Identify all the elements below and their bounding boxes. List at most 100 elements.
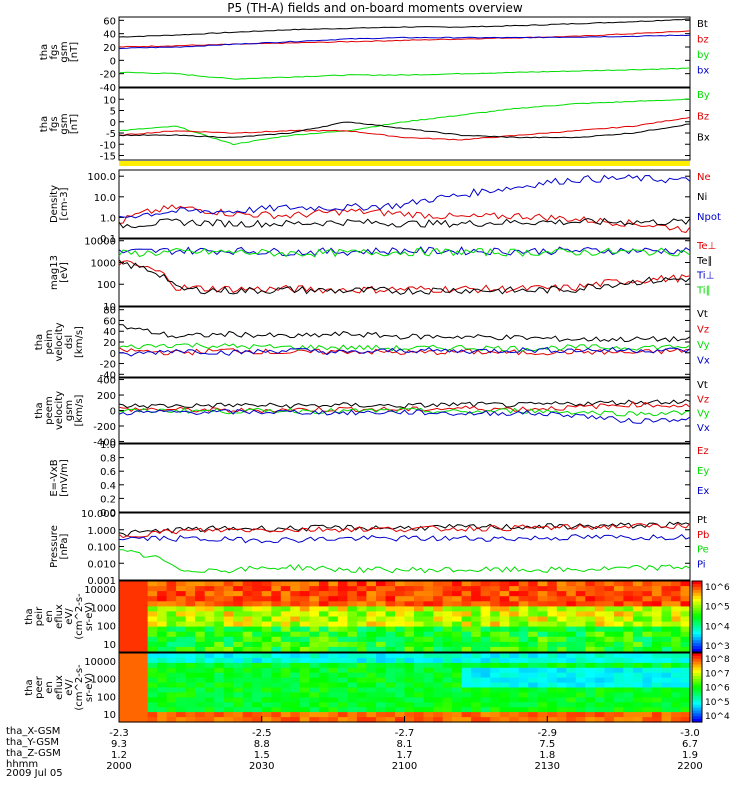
heat-cell-9 bbox=[119, 712, 130, 718]
heat-cell-9 bbox=[166, 702, 177, 708]
heat-cell-9 bbox=[433, 662, 444, 669]
heat-cell-8 bbox=[309, 596, 320, 602]
heat-cell-8 bbox=[423, 641, 434, 648]
heat-cell-9 bbox=[585, 667, 596, 674]
heat-cell-9 bbox=[585, 653, 596, 659]
heat-cell-9 bbox=[385, 653, 396, 659]
heat-cell-9 bbox=[566, 712, 577, 718]
heat-cell-9 bbox=[661, 712, 672, 718]
heat-cell-9 bbox=[594, 682, 605, 689]
heat-cell-8 bbox=[395, 601, 406, 607]
heat-cell-9 bbox=[309, 717, 320, 723]
heat-cell-9 bbox=[157, 682, 168, 689]
heat-cell-9 bbox=[138, 682, 149, 689]
heat-cell-8 bbox=[651, 626, 662, 633]
heat-cell-9 bbox=[604, 697, 615, 703]
ylabel-line-8-3: eflux bbox=[54, 604, 65, 629]
heat-cell-9 bbox=[204, 657, 215, 664]
heat-cell-9 bbox=[395, 712, 406, 718]
heat-cell-9 bbox=[604, 717, 615, 723]
colorbar-label-8-2: 10^5 bbox=[705, 603, 730, 613]
heat-cell-8 bbox=[290, 611, 301, 618]
heat-cell-9 bbox=[623, 657, 634, 664]
heat-cell-8 bbox=[442, 586, 453, 592]
heat-cell-9 bbox=[176, 707, 187, 713]
colorbar-label-8-0: 10^3 bbox=[705, 642, 730, 652]
heat-cell-8 bbox=[585, 601, 596, 607]
colorbar-cell-9 bbox=[692, 687, 702, 691]
ytick-label-8-0: 10 bbox=[103, 640, 116, 651]
heat-cell-8 bbox=[318, 636, 329, 643]
heat-cell-8 bbox=[376, 586, 387, 592]
heat-cell-8 bbox=[233, 626, 244, 633]
heat-cell-8 bbox=[575, 646, 586, 653]
heat-cell-9 bbox=[356, 702, 367, 708]
heat-cell-9 bbox=[385, 682, 396, 689]
heat-cell-8 bbox=[594, 646, 605, 653]
heat-cell-9 bbox=[433, 717, 444, 723]
heat-cell-9 bbox=[166, 672, 177, 679]
heat-cell-9 bbox=[528, 717, 539, 723]
heat-cell-8 bbox=[480, 616, 491, 623]
xaxis-value-1-3: 7.5 bbox=[539, 739, 555, 750]
heat-cell-9 bbox=[499, 697, 510, 703]
colorbar-cell-9 bbox=[692, 676, 702, 680]
heat-cell-8 bbox=[404, 616, 415, 623]
heat-cell-8 bbox=[280, 621, 291, 628]
heat-cell-8 bbox=[404, 641, 415, 648]
heat-cell-8 bbox=[176, 621, 187, 628]
heat-cell-8 bbox=[480, 591, 491, 597]
heat-cell-9 bbox=[347, 672, 358, 679]
heat-cell-9 bbox=[585, 712, 596, 718]
heat-cell-8 bbox=[518, 641, 529, 648]
heat-cell-9 bbox=[223, 653, 234, 659]
heat-cell-9 bbox=[280, 657, 291, 664]
heat-cell-8 bbox=[290, 581, 301, 587]
heat-cell-8 bbox=[452, 606, 463, 613]
heat-cell-8 bbox=[128, 626, 139, 633]
heat-cell-9 bbox=[376, 712, 387, 718]
heat-cell-9 bbox=[585, 682, 596, 689]
heat-cell-9 bbox=[423, 717, 434, 723]
heat-cell-8 bbox=[471, 626, 482, 633]
heat-cell-9 bbox=[157, 653, 168, 659]
heat-cell-9 bbox=[138, 662, 149, 669]
heat-cell-8 bbox=[518, 621, 529, 628]
heat-cell-9 bbox=[604, 662, 615, 669]
heat-cell-8 bbox=[452, 626, 463, 633]
heat-cell-9 bbox=[404, 687, 415, 693]
heat-cell-9 bbox=[480, 682, 491, 689]
heat-cell-8 bbox=[356, 591, 367, 597]
heat-cell-9 bbox=[499, 672, 510, 679]
heat-cell-8 bbox=[414, 586, 425, 592]
heat-cell-9 bbox=[128, 687, 139, 693]
ytick-label-0-1: -20 bbox=[100, 70, 116, 81]
heat-cell-9 bbox=[157, 672, 168, 679]
heat-cell-8 bbox=[252, 611, 263, 618]
ytick-label-7-3: 1.000 bbox=[87, 526, 116, 537]
heat-cell-8 bbox=[613, 586, 624, 592]
legend-1-1: Bz bbox=[697, 111, 709, 122]
heat-cell-9 bbox=[166, 662, 177, 669]
heat-cell-8 bbox=[509, 611, 520, 618]
heat-cell-9 bbox=[594, 702, 605, 708]
heat-cell-9 bbox=[547, 667, 558, 674]
heat-cell-9 bbox=[604, 692, 615, 698]
heat-cell-8 bbox=[195, 641, 206, 648]
heat-cell-9 bbox=[651, 672, 662, 679]
heat-cell-8 bbox=[366, 606, 377, 613]
ylabel-line-0-0: tha bbox=[39, 44, 50, 60]
heat-cell-8 bbox=[195, 581, 206, 587]
heat-cell-9 bbox=[337, 677, 348, 684]
heat-cell-9 bbox=[632, 712, 643, 718]
heat-cell-9 bbox=[575, 697, 586, 703]
heat-cell-8 bbox=[671, 641, 682, 648]
heat-cell-9 bbox=[376, 697, 387, 703]
heat-cell-8 bbox=[528, 606, 539, 613]
heat-cell-9 bbox=[490, 702, 501, 708]
heat-cell-8 bbox=[680, 641, 691, 648]
heat-cell-8 bbox=[204, 631, 215, 638]
heat-cell-8 bbox=[509, 621, 520, 628]
heat-cell-9 bbox=[566, 702, 577, 708]
heat-cell-8 bbox=[271, 636, 282, 643]
